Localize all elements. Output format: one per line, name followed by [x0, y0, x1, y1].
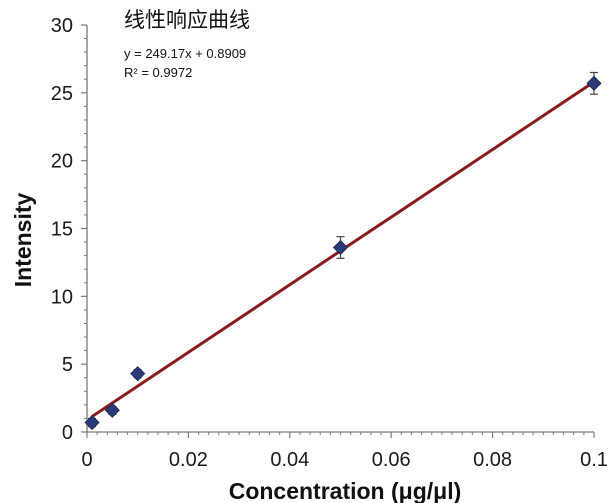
- y-tick-label: 15: [51, 219, 73, 241]
- data-points: [84, 71, 602, 431]
- data-point: [586, 75, 602, 91]
- y-tick-label: 25: [51, 83, 73, 105]
- x-tick-label: 0.04: [270, 449, 309, 471]
- chart-title: 线性响应曲线: [124, 8, 250, 32]
- x-tick-label: 0.06: [372, 449, 411, 471]
- tick-labels: 0 5 10 15 20 25 30 0 0.02 0.04 0.06 0.08 0.1: [51, 15, 608, 471]
- data-point: [84, 414, 100, 431]
- data-point: [332, 239, 349, 256]
- y-tick-label: 0: [62, 422, 73, 444]
- y-axis-title: Intensity: [10, 193, 36, 288]
- data-point: [104, 402, 120, 418]
- x-tick-label: 0: [81, 449, 92, 471]
- x-tick-label: 0.08: [473, 449, 512, 471]
- trendline-r-squared: R² = 0.9972: [124, 65, 192, 80]
- y-tick-label: 5: [62, 354, 73, 376]
- x-tick-label: 0.02: [169, 449, 208, 471]
- axes: [81, 24, 595, 438]
- x-tick-label: 0.1: [580, 449, 608, 471]
- x-axis-title: Concentration (μg/μl): [229, 478, 462, 503]
- y-tick-label: 30: [51, 15, 73, 37]
- y-tick-label: 20: [51, 151, 73, 173]
- y-tick-label: 10: [51, 286, 73, 308]
- data-point: [130, 366, 146, 382]
- trendline-equation: y = 249.17x + 0.8909: [124, 46, 246, 61]
